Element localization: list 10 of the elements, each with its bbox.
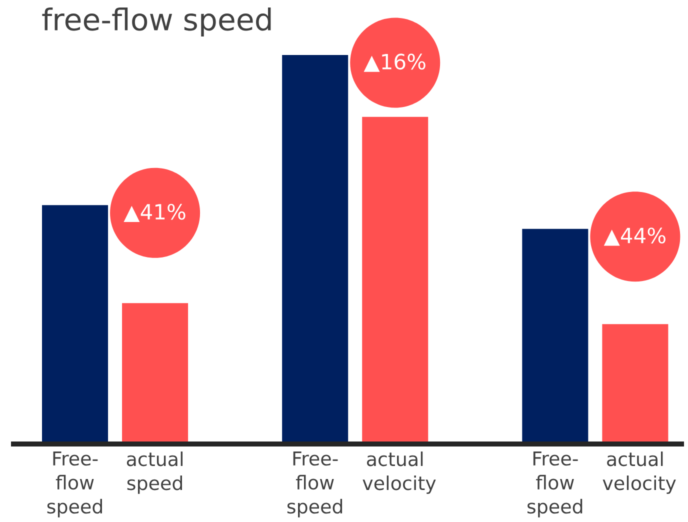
x-tick-label: actual velocity <box>602 452 676 494</box>
annotation: ▲41% <box>124 204 186 222</box>
annotation: ▲16% <box>364 54 426 72</box>
x-tick-label: Free-flow speed <box>528 452 582 518</box>
chart-title: free-flow speed <box>42 8 271 37</box>
x-tick-label: Free-flow speed <box>47 452 102 518</box>
annotation: ▲44% <box>604 228 666 246</box>
x-tick-label: actual velocity <box>362 452 436 494</box>
x-tick-label: Free-flow speed <box>287 452 342 518</box>
x-tick-label: actual speed <box>126 452 183 494</box>
